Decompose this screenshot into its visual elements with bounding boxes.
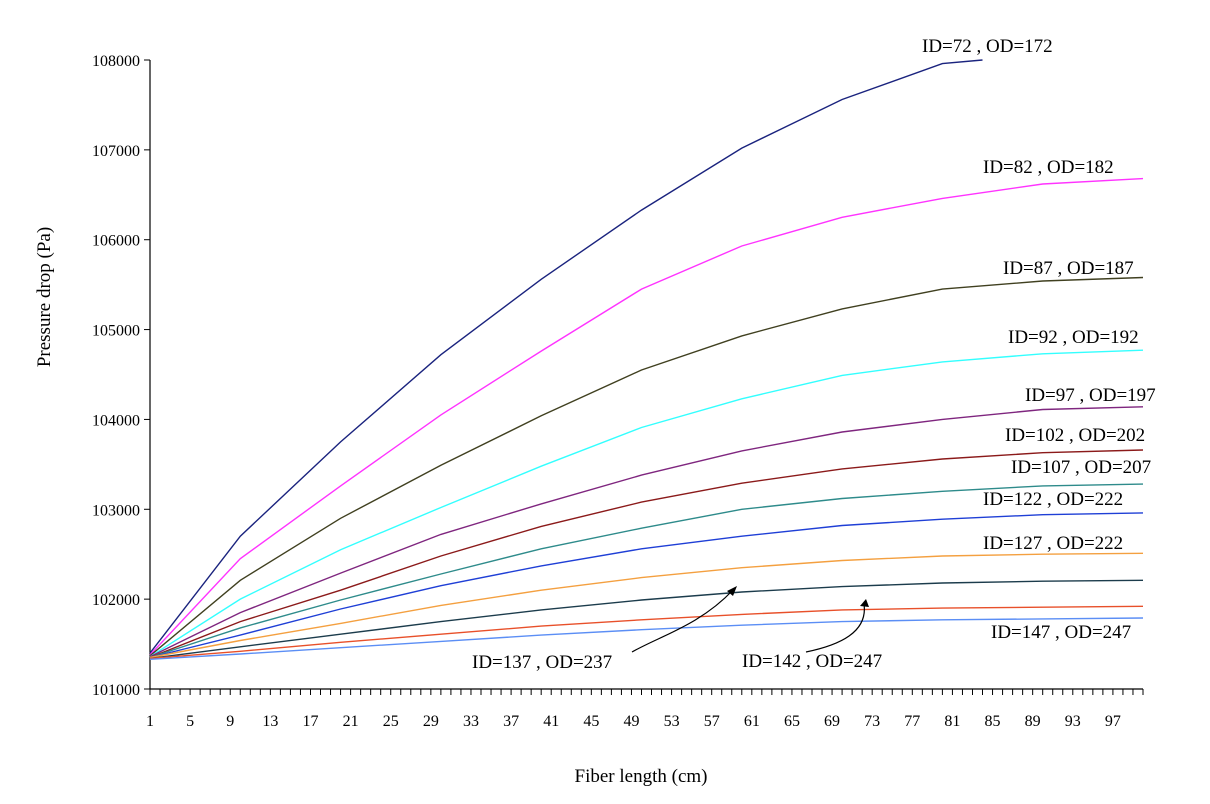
x-tick-label: 65	[784, 713, 800, 730]
arrow-137-237	[631, 589, 734, 653]
series-line	[149, 276, 1144, 657]
series-label: ID=92 , OD=192	[1008, 327, 1139, 348]
x-tick-label: 89	[1025, 713, 1041, 730]
arrow-142-247	[805, 603, 865, 653]
x-tick-label: 21	[343, 713, 359, 730]
x-tick-label: 81	[944, 713, 960, 730]
series-label: ID=97 , OD=197	[1025, 385, 1156, 406]
x-tick-label: 85	[985, 713, 1001, 730]
series-label: ID=137 , OD=237	[472, 652, 612, 673]
y-tick-label: 103000	[92, 502, 140, 519]
x-tick-label: 1	[146, 713, 154, 730]
series-line	[149, 177, 1144, 656]
series-label: ID=107 , OD=207	[1011, 457, 1151, 478]
x-tick-label: 33	[463, 713, 479, 730]
x-tick-label: 53	[664, 713, 680, 730]
y-tick-label: 107000	[92, 143, 140, 160]
x-tick-label: 13	[262, 713, 278, 730]
series-label: ID=72 , OD=172	[922, 36, 1053, 57]
series-line	[149, 579, 1144, 660]
y-axis-title: Pressure drop (Pa)	[34, 227, 55, 367]
x-tick-label: 49	[623, 713, 639, 730]
y-tick-label: 108000	[92, 53, 140, 70]
series-line	[149, 449, 1144, 659]
series-line	[149, 406, 1144, 658]
x-tick-label: 57	[704, 713, 720, 730]
x-tick-label: 69	[824, 713, 840, 730]
x-tick-label: 41	[543, 713, 559, 730]
arrowhead-142-247	[860, 599, 869, 607]
series-label: ID=87 , OD=187	[1003, 258, 1134, 279]
series-line	[149, 552, 1144, 659]
series-line	[149, 605, 1144, 660]
x-tick-label: 45	[583, 713, 599, 730]
series-line	[149, 349, 1144, 658]
x-tick-label: 29	[423, 713, 439, 730]
x-tick-label: 73	[864, 713, 880, 730]
x-tick-label: 17	[302, 713, 318, 730]
series-label: ID=102 , OD=202	[1005, 425, 1145, 446]
series-line	[149, 617, 1144, 660]
series-labels: ID=72 , OD=172 ID=82 , OD=182 ID=87 , OD…	[472, 36, 1156, 673]
y-tick-label: 104000	[92, 412, 140, 429]
arrowhead-137-237	[727, 586, 737, 596]
y-tick-label: 101000	[92, 682, 140, 699]
series-line	[149, 483, 1144, 659]
x-tick-label: 5	[186, 713, 194, 730]
x-axis-title: Fiber length (cm)	[575, 766, 708, 787]
y-tick-label: 105000	[92, 323, 140, 340]
x-tick-label: 77	[904, 713, 920, 730]
y-ticks: 101000 102000 103000 104000 105000 106000 1070…	[92, 53, 150, 699]
series-label: ID=142 , OD=247	[742, 651, 882, 672]
x-tick-label: 61	[744, 713, 760, 730]
series-line	[149, 59, 983, 654]
axes	[149, 60, 1143, 690]
y-tick-label: 102000	[92, 592, 140, 609]
series-label: ID=122 , OD=222	[983, 489, 1123, 510]
x-tick-label: 25	[383, 713, 399, 730]
series-label: ID=82 , OD=182	[983, 157, 1114, 178]
series-line	[149, 512, 1144, 659]
x-ticks: 1 5 9 13 17 21 25 29 33 37 41 45 49 53 57 61 65 69 73 77 81 8…	[146, 689, 1144, 730]
x-tick-label: 97	[1105, 713, 1121, 730]
y-tick-label: 106000	[92, 233, 140, 250]
series-label: ID=147 , OD=247	[991, 622, 1131, 643]
series-lines	[149, 59, 1144, 660]
annotation-arrows	[631, 586, 869, 653]
x-tick-label: 9	[226, 713, 234, 730]
x-tick-label: 93	[1065, 713, 1081, 730]
series-label: ID=127 , OD=222	[983, 533, 1123, 554]
x-tick-label: 37	[503, 713, 519, 730]
